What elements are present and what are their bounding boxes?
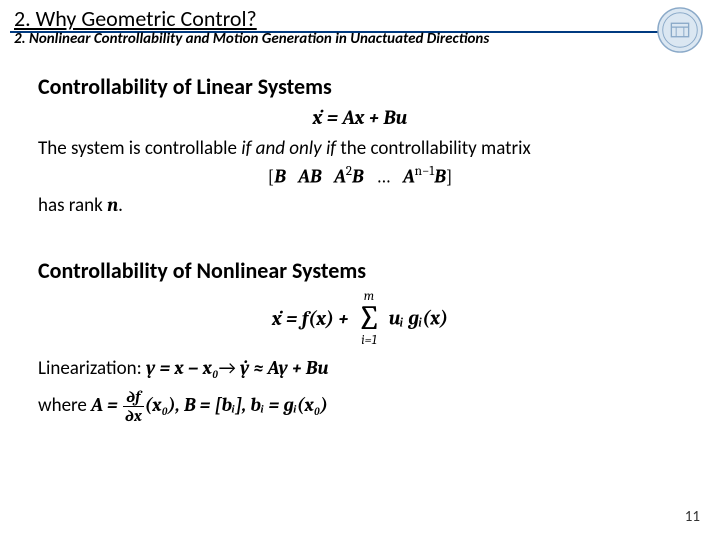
subsection-title: 2. Nonlinear Controllability and Motion … [0, 31, 720, 48]
sigma-icon: ∑ [357, 303, 381, 334]
cm-anb: B [434, 166, 446, 188]
para-rank: has rank n. [38, 194, 682, 218]
para-linearization: Linearization: y = x − x₀→ ẏ ≈ Ay + Bu [38, 357, 682, 381]
cm-b: B [274, 166, 286, 188]
para-where: where A = ∂f ∂x (x₀), B = [bᵢ], bᵢ = gᵢ(… [38, 389, 682, 424]
lin-rhs: ẏ ≈ Ay + Bu [236, 357, 329, 379]
institution-logo [656, 6, 704, 54]
arrow-icon: → [219, 357, 236, 380]
para1-iff: if and only if [241, 137, 336, 160]
where-bi: bᵢ = gᵢ(x₀) [250, 394, 328, 416]
heading-linear: Controllability of Linear Systems [38, 73, 682, 100]
where-a-arg: (x₀), [145, 394, 184, 416]
summation: m ∑ i=1 [357, 290, 381, 347]
controllability-matrix: [B AB A2B … An−1B] [38, 164, 682, 187]
cm-a2b: B [352, 166, 364, 188]
heading-nonlinear: Controllability of Nonlinear Systems [38, 257, 682, 284]
section-title: 2. Why Geometric Control? [14, 6, 706, 31]
where-b: B = [bᵢ], [184, 394, 250, 416]
frac-den: ∂x [122, 407, 145, 424]
rank-text: has rank [38, 194, 107, 217]
cm-a2: A [334, 166, 346, 188]
lin-eq: y = x − x₀ [146, 357, 219, 379]
slide: 2. Why Geometric Control? 2. Nonlinear C… [0, 0, 720, 540]
nl-lhs: ẋ = f(x) + [272, 307, 353, 330]
frac-num: ∂f [123, 389, 143, 407]
slide-body: Controllability of Linear Systems ẋ = Ax… [0, 49, 720, 424]
cm-ab: AB [298, 166, 321, 188]
fraction-partial: ∂f ∂x [122, 389, 145, 424]
where-label: where [38, 394, 91, 417]
cm-dots: … [376, 166, 390, 188]
cm-supn1: n−1 [415, 164, 435, 179]
equation-linear: ẋ = Ax + Bu [38, 106, 682, 129]
nl-term: uᵢ gᵢ(x) [389, 307, 448, 330]
cm-an: A [403, 166, 415, 188]
header: 2. Why Geometric Control? [0, 0, 720, 31]
equation-nonlinear: ẋ = f(x) + m ∑ i=1 uᵢ gᵢ(x) [38, 290, 682, 347]
para-controllable: The system is controllable if and only i… [38, 137, 682, 161]
para1-prefix: The system is controllable [38, 137, 241, 160]
where-a: A = [91, 394, 122, 416]
para1-suffix: the controllability matrix [336, 137, 531, 160]
sum-bot: i=1 [361, 334, 376, 347]
rank-n: n [107, 194, 118, 216]
page-number: 11 [685, 508, 700, 526]
lin-label: Linearization: [38, 357, 146, 380]
